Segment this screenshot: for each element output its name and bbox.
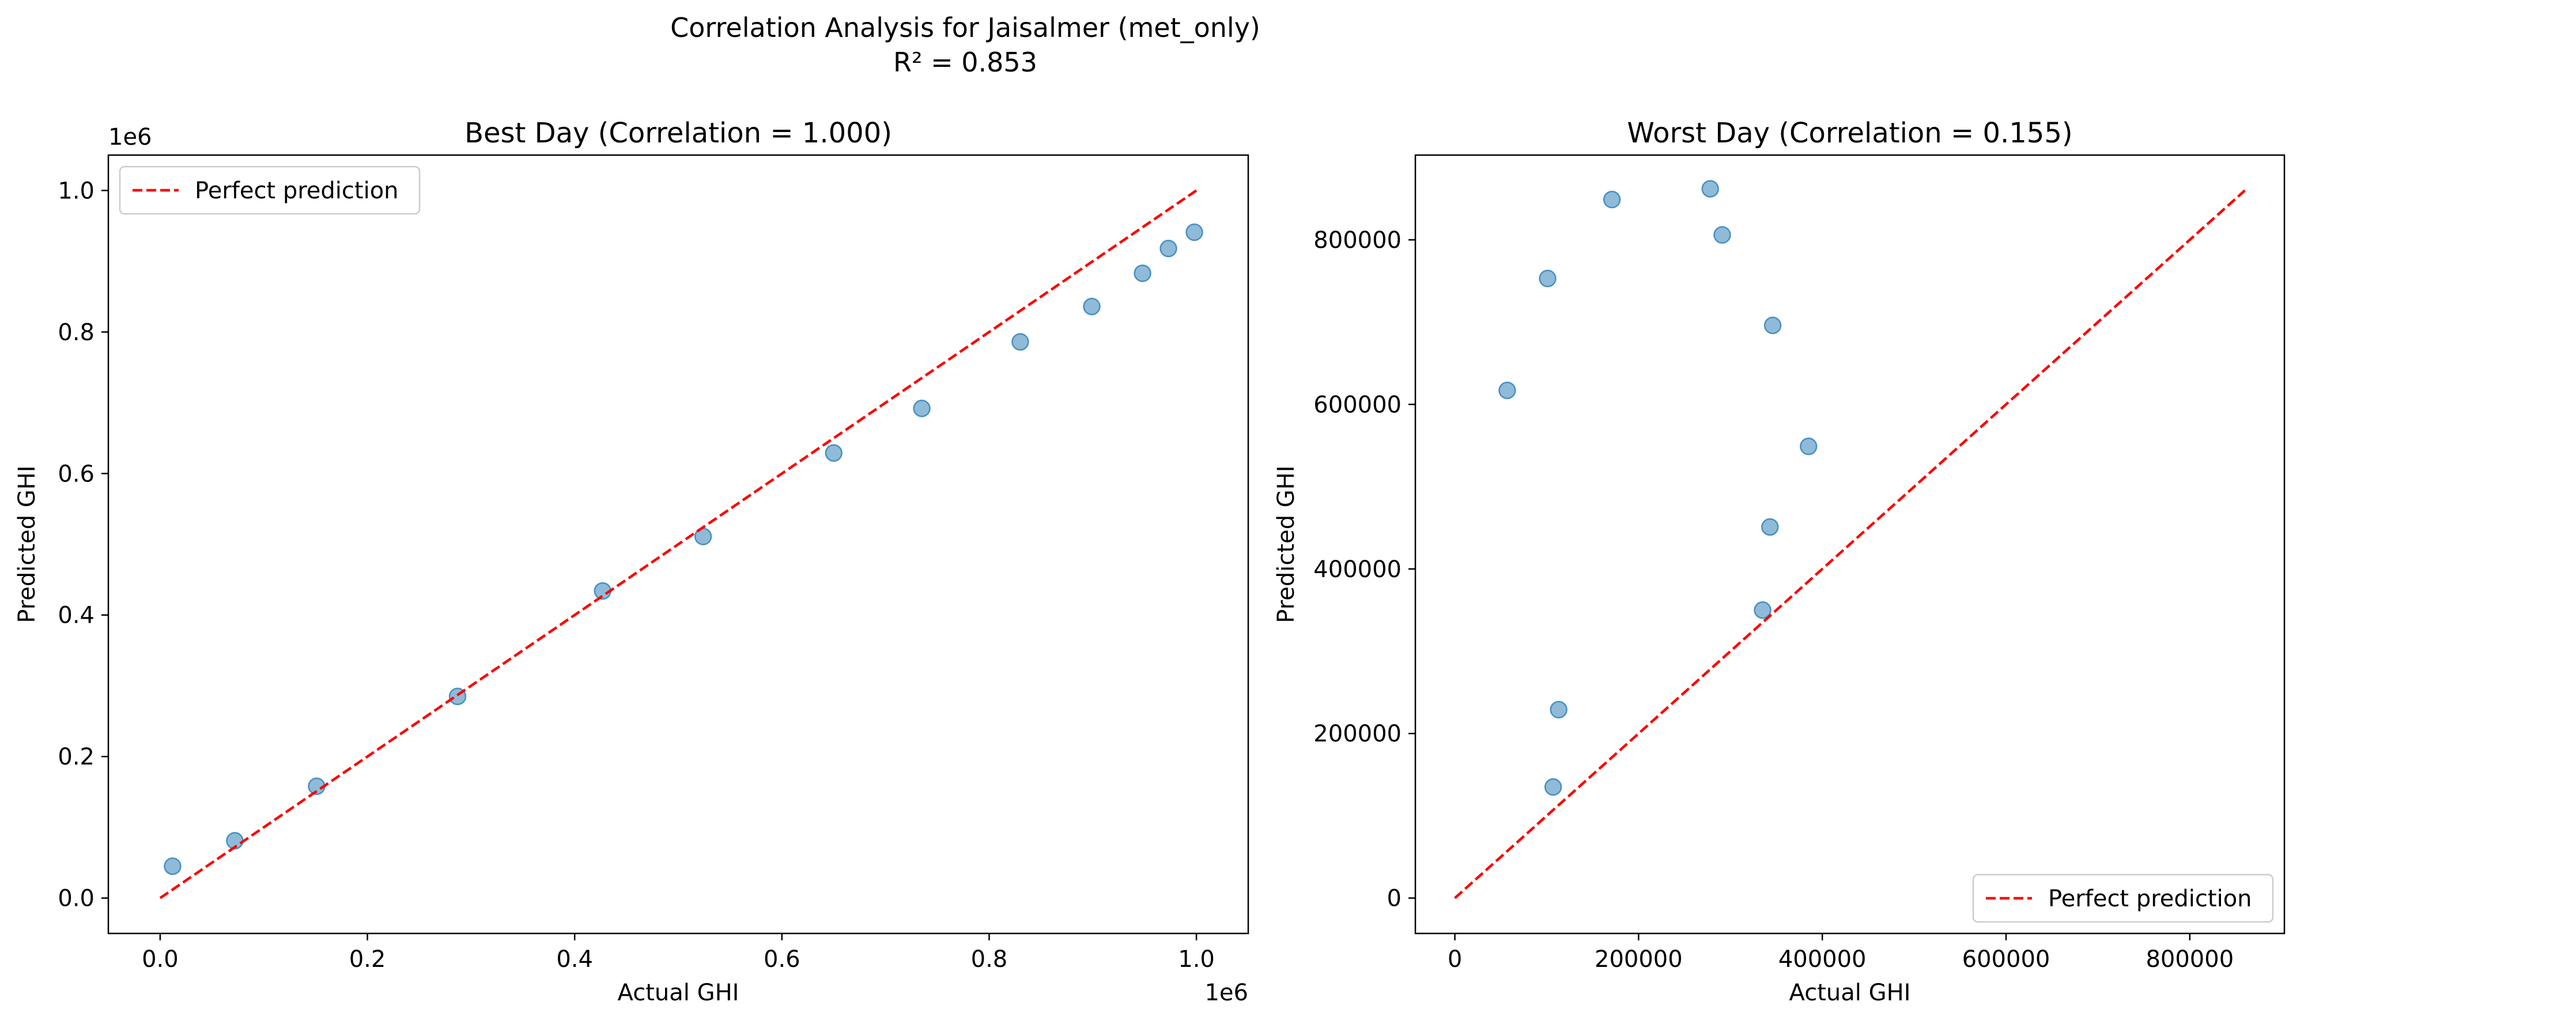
best-day-legend: Perfect prediction [119,165,421,215]
best-day-xtick-label: 0.4 [556,946,593,973]
worst-day-ytick-label: 400000 [1313,556,1402,583]
worst-day-point [1498,381,1516,400]
best-day-legend-box [119,165,421,215]
worst-day-xtick-label: 0 [1448,946,1462,973]
best-day-x-offset-label: 1e6 [1204,980,1248,1006]
best-day-point [825,444,843,462]
worst-day-point [1761,518,1779,536]
best-day-point [913,400,931,417]
worst-day-point [1544,778,1562,796]
worst-day-xtick-label: 400000 [1778,946,1867,973]
worst-day-ytick-label: 200000 [1313,721,1402,747]
best-day-panel: Best Day (Correlation = 1.000) 0.0 0.2 0.4 0… [14,117,1249,1006]
best-day-xtick-label: 1.0 [1178,946,1215,973]
worst-day-perfect-prediction-line [1454,189,2246,899]
worst-day-ytick-label: 0 [1387,886,1402,912]
worst-day-point [1800,437,1818,455]
worst-day-legend-box [1972,873,2274,923]
worst-day-xtick-label: 800000 [2146,946,2234,973]
figure-suptitle-line2: R² = 0.853 [893,47,1037,78]
worst-day-point [1763,317,1782,334]
worst-day-point [1603,190,1621,209]
best-day-point [1185,223,1203,242]
best-day-ylabel: Predicted GHI [14,465,40,623]
worst-day-point [1754,601,1772,619]
best-day-xtick-label: 0.8 [971,946,1008,973]
worst-day-point [1550,701,1567,719]
worst-day-point [1539,269,1557,288]
best-day-y-offset-label: 1e6 [108,124,152,150]
worst-day-ytick-label: 600000 [1313,391,1402,418]
best-day-ytick-label: 0.6 [58,461,95,487]
best-day-xtick-label: 0.2 [349,946,386,973]
best-day-xtick-label: 0.0 [142,946,179,973]
best-day-ytick-label: 1.0 [58,178,95,204]
best-day-ytick-label: 0.8 [58,319,95,346]
worst-day-legend-label: Perfect prediction [2048,886,2252,912]
worst-day-axes-frame [1414,154,2286,935]
best-day-point [1159,239,1177,258]
worst-day-point [1713,226,1731,244]
worst-day-xtick-label: 200000 [1595,946,1683,973]
worst-day-title: Worst Day (Correlation = 0.155) [1627,117,2072,149]
worst-day-panel: Worst Day (Correlation = 0.155) 0 200000 40… [1273,117,2286,1006]
best-day-point [1083,298,1101,315]
best-day-xlabel: Actual GHI [618,980,739,1006]
best-day-ytick-label: 0.4 [58,603,95,629]
worst-day-legend: Perfect prediction [1972,873,2274,923]
best-day-ytick-label: 0.0 [58,886,95,912]
best-day-axes-frame [107,154,1249,935]
best-day-title: Best Day (Correlation = 1.000) [464,117,892,149]
figure-suptitle-line1: Correlation Analysis for Jaisalmer (met_… [670,12,1260,43]
best-day-point [1011,333,1029,351]
worst-day-ytick-label: 800000 [1313,227,1402,254]
worst-day-xtick-label: 600000 [1962,946,2050,973]
best-day-point [1134,264,1151,283]
best-day-perfect-prediction-line [159,189,1198,899]
best-day-ytick-label: 0.2 [58,744,95,770]
worst-day-ylabel: Predicted GHI [1273,465,1300,623]
best-day-xtick-label: 0.6 [764,946,800,973]
best-day-legend-label: Perfect prediction [195,178,399,204]
best-day-point [164,857,182,875]
worst-day-xlabel: Actual GHI [1789,980,1911,1006]
worst-day-point [1701,180,1719,198]
